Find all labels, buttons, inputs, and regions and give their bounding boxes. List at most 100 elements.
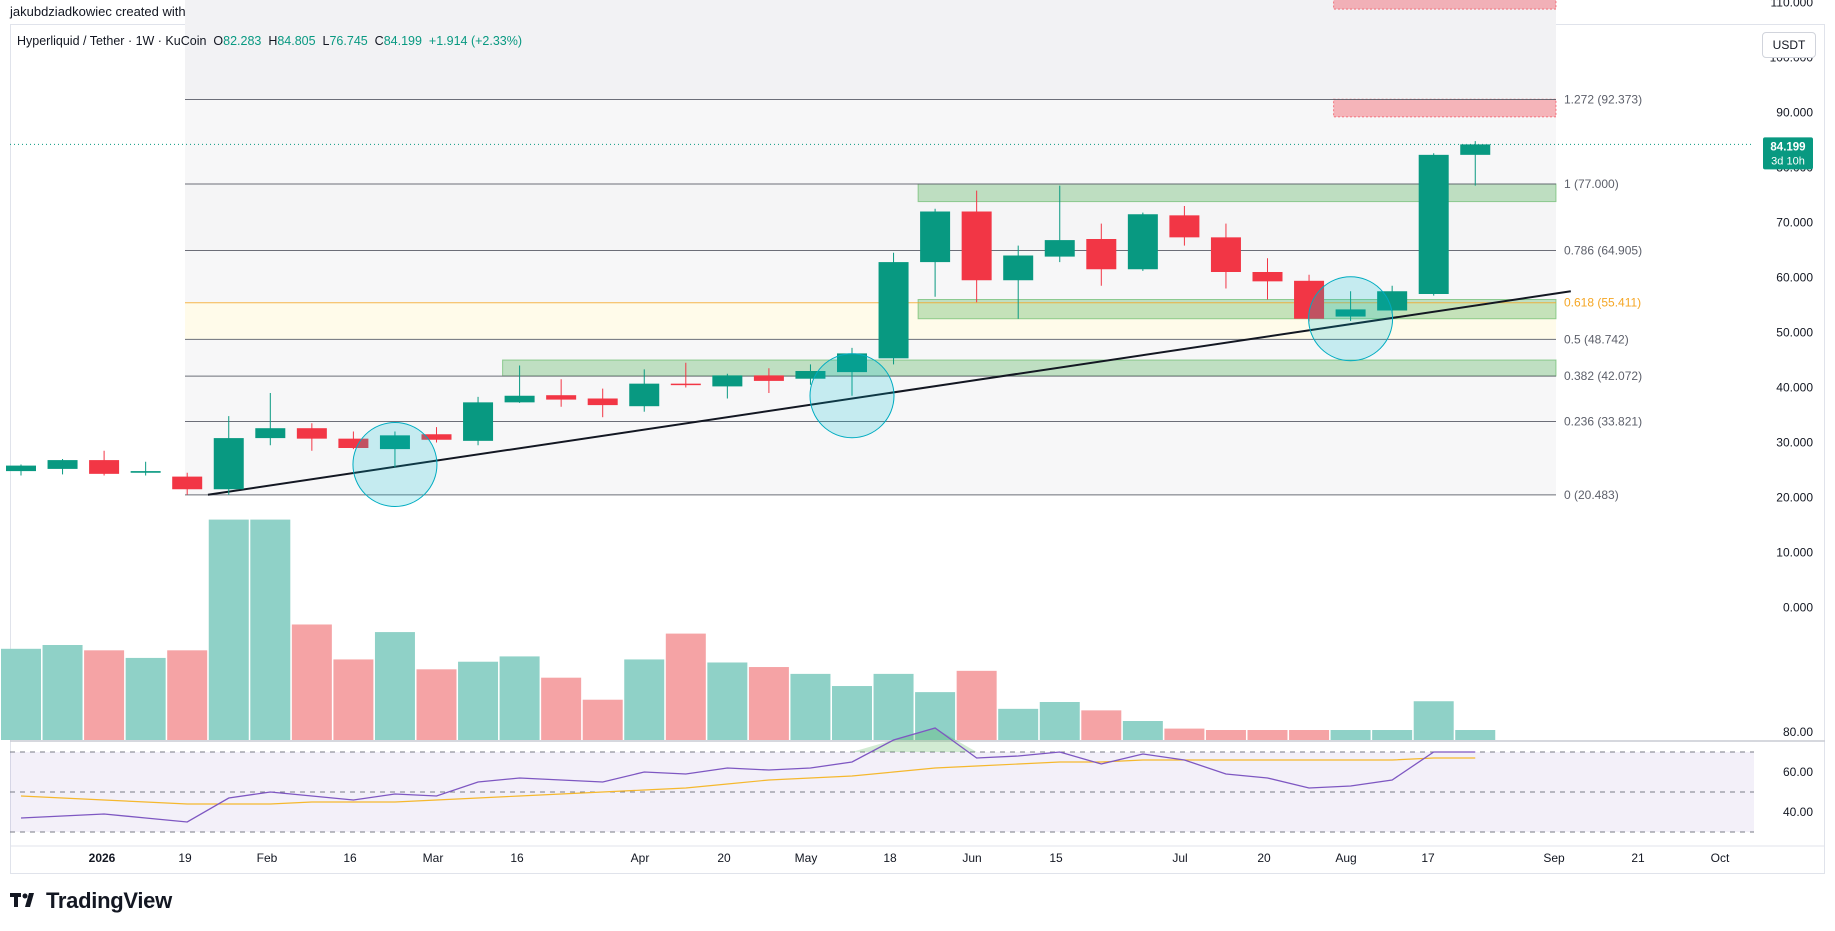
bar-countdown: 3d 10h xyxy=(1771,155,1805,167)
time-axis-label: 15 xyxy=(1049,851,1063,865)
fib-level-label: 0.382 (42.072) xyxy=(1564,369,1642,383)
candle-body xyxy=(795,371,826,379)
candle-body xyxy=(504,395,535,403)
volume-bar xyxy=(250,519,291,740)
time-axis-label: 20 xyxy=(1257,851,1271,865)
candle-body xyxy=(1460,144,1491,155)
high-value: 84.805 xyxy=(277,34,316,48)
candle-body xyxy=(255,428,286,439)
time-axis-label: 21 xyxy=(1631,851,1645,865)
volume-bar xyxy=(624,659,665,740)
volume-bar xyxy=(416,669,457,740)
current-price-tag xyxy=(1763,137,1813,170)
candle-body xyxy=(1127,214,1158,270)
candle-body xyxy=(421,434,452,440)
candle-body xyxy=(629,383,660,407)
candle-body xyxy=(1335,309,1366,317)
candle-body xyxy=(379,435,410,450)
candle-body xyxy=(463,402,494,441)
candle-body xyxy=(172,476,203,490)
price-axis-label: 0.000 xyxy=(1783,601,1813,615)
resistance-zone xyxy=(1333,98,1557,118)
price-axis-label: 10.000 xyxy=(1776,546,1813,560)
fib-level-label: 0.236 (33.821) xyxy=(1564,414,1642,428)
time-axis-label: 16 xyxy=(510,851,524,865)
volume-bar xyxy=(748,667,789,740)
time-axis-label: 16 xyxy=(343,851,357,865)
volume-bar xyxy=(42,645,83,740)
candle-body xyxy=(1169,215,1200,238)
time-axis-label: Feb xyxy=(257,851,278,865)
candle-body xyxy=(338,438,369,448)
price-axis-label: 20.000 xyxy=(1776,491,1813,505)
candle-body xyxy=(89,460,120,474)
high-label: H xyxy=(268,34,278,48)
candle-body xyxy=(296,428,327,439)
change-value: +1.914 (+2.33%) xyxy=(428,34,523,48)
candle-body xyxy=(878,262,909,359)
time-axis-label: Sep xyxy=(1543,851,1565,865)
volume-bar xyxy=(541,677,582,740)
time-axis-label: Oct xyxy=(1711,851,1730,865)
candle-body xyxy=(1044,240,1075,257)
fib-level-label: 1 (77.000) xyxy=(1564,177,1619,191)
rsi-line xyxy=(20,727,1476,823)
time-axis-label: 19 xyxy=(178,851,192,865)
time-axis-label: 2026 xyxy=(89,851,116,865)
rsi-axis-label: 40.00 xyxy=(1783,805,1813,819)
symbol-title: Hyperliquid / Tether · 1W · KuCoin xyxy=(17,34,207,48)
fib-level-label: 0.5 (48.742) xyxy=(1564,332,1629,346)
currency-button[interactable]: USDT xyxy=(1762,32,1816,58)
volume-bar xyxy=(582,699,623,740)
time-axis-label: Aug xyxy=(1335,851,1356,865)
volume-bar xyxy=(458,661,499,740)
price-axis-label: 40.000 xyxy=(1776,381,1813,395)
fib-band xyxy=(185,0,1556,100)
fib-band xyxy=(185,302,1556,340)
volume-bar xyxy=(1413,701,1454,740)
fib-band xyxy=(185,376,1556,422)
time-axis-label: Jun xyxy=(962,851,981,865)
volume-bar xyxy=(333,659,374,740)
volume-bar xyxy=(1289,730,1330,740)
volume-bar xyxy=(790,673,831,740)
rsi-axis-label: 60.00 xyxy=(1783,765,1813,779)
ascending-trendline xyxy=(207,290,1571,496)
highlight-circle xyxy=(809,353,895,439)
fib-band xyxy=(185,99,1556,184)
candle-body xyxy=(213,438,244,490)
close-label: C xyxy=(374,34,384,48)
volume-bar xyxy=(1247,730,1288,740)
candle-body xyxy=(1210,237,1241,272)
rsi-ma-line xyxy=(20,757,1476,805)
price-axis-label: 90.000 xyxy=(1776,106,1813,120)
volume-bar xyxy=(1,648,41,740)
open-label: O xyxy=(213,34,224,48)
volume-bar xyxy=(1122,721,1163,740)
candle-body xyxy=(670,383,701,386)
time-axis-label: 18 xyxy=(883,851,897,865)
volume-bar xyxy=(832,686,872,740)
volume-bar xyxy=(291,624,332,740)
volume-bar xyxy=(873,673,914,740)
candle-body xyxy=(1086,239,1117,270)
price-axis-label: 50.000 xyxy=(1776,326,1813,340)
price-axis-label: 30.000 xyxy=(1776,436,1813,450)
price-axis-label: 60.000 xyxy=(1776,271,1813,285)
time-axis-label: Apr xyxy=(631,851,650,865)
time-axis-label: Mar xyxy=(423,851,444,865)
tradingview-logo-icon xyxy=(10,889,40,915)
close-value: 84.199 xyxy=(383,34,422,48)
tradingview-brand: TradingView xyxy=(10,888,172,915)
current-price-value: 84.199 xyxy=(1770,141,1805,153)
volume-bar xyxy=(956,670,997,740)
candle-body xyxy=(920,211,951,263)
volume-bar xyxy=(208,519,249,740)
candle-body xyxy=(1418,154,1449,294)
volume-bar xyxy=(84,650,125,740)
fib-level-label: 0.618 (55.411) xyxy=(1564,296,1641,310)
volume-bar xyxy=(499,656,540,740)
rsi-axis-label: 80.00 xyxy=(1783,725,1813,739)
volume-bar xyxy=(1372,730,1413,740)
